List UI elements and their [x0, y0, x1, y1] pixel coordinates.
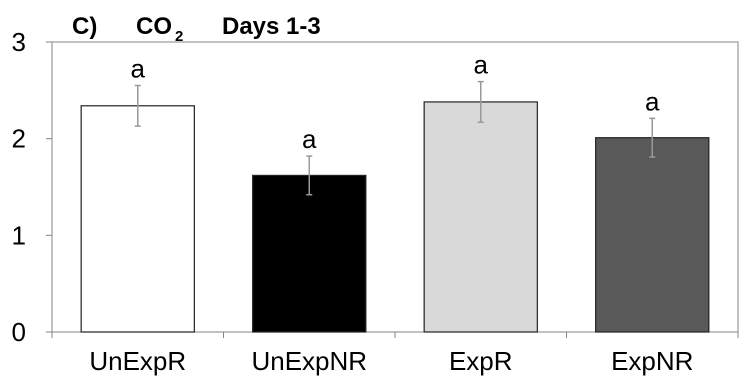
y-axis: 0 1 2 3 — [12, 27, 52, 347]
chart-title-panel: C) — [72, 13, 97, 40]
bar-unexpnr — [252, 174, 367, 333]
chart-title-subscript: 2 — [175, 28, 183, 45]
y-tick-label: 1 — [12, 220, 26, 250]
x-tick-label: ExpNR — [611, 346, 693, 376]
bar-unexpr — [80, 105, 195, 333]
chart-title-period: Days 1-3 — [222, 13, 321, 40]
x-tick-label: UnExpNR — [251, 346, 367, 376]
bars — [80, 101, 710, 333]
y-tick-label: 3 — [12, 27, 26, 57]
data-label: a — [131, 54, 146, 84]
data-label: a — [302, 124, 317, 154]
chart-title: C) CO 2 Days 1-3 — [72, 13, 321, 45]
x-tick-label: ExpR — [449, 346, 513, 376]
y-tick-label: 2 — [12, 124, 26, 154]
y-tick-label: 0 — [12, 317, 26, 347]
bar-expr — [423, 101, 538, 333]
data-label: a — [645, 86, 660, 116]
x-tick-label: UnExpR — [89, 346, 186, 376]
chart-title-main: CO — [136, 13, 172, 40]
error-bars — [134, 80, 656, 196]
data-label: a — [474, 50, 489, 80]
data-labels: a a a a — [131, 50, 661, 154]
bar-expnr — [595, 137, 710, 333]
x-axis: UnExpR UnExpNR ExpR ExpNR — [51, 332, 739, 376]
